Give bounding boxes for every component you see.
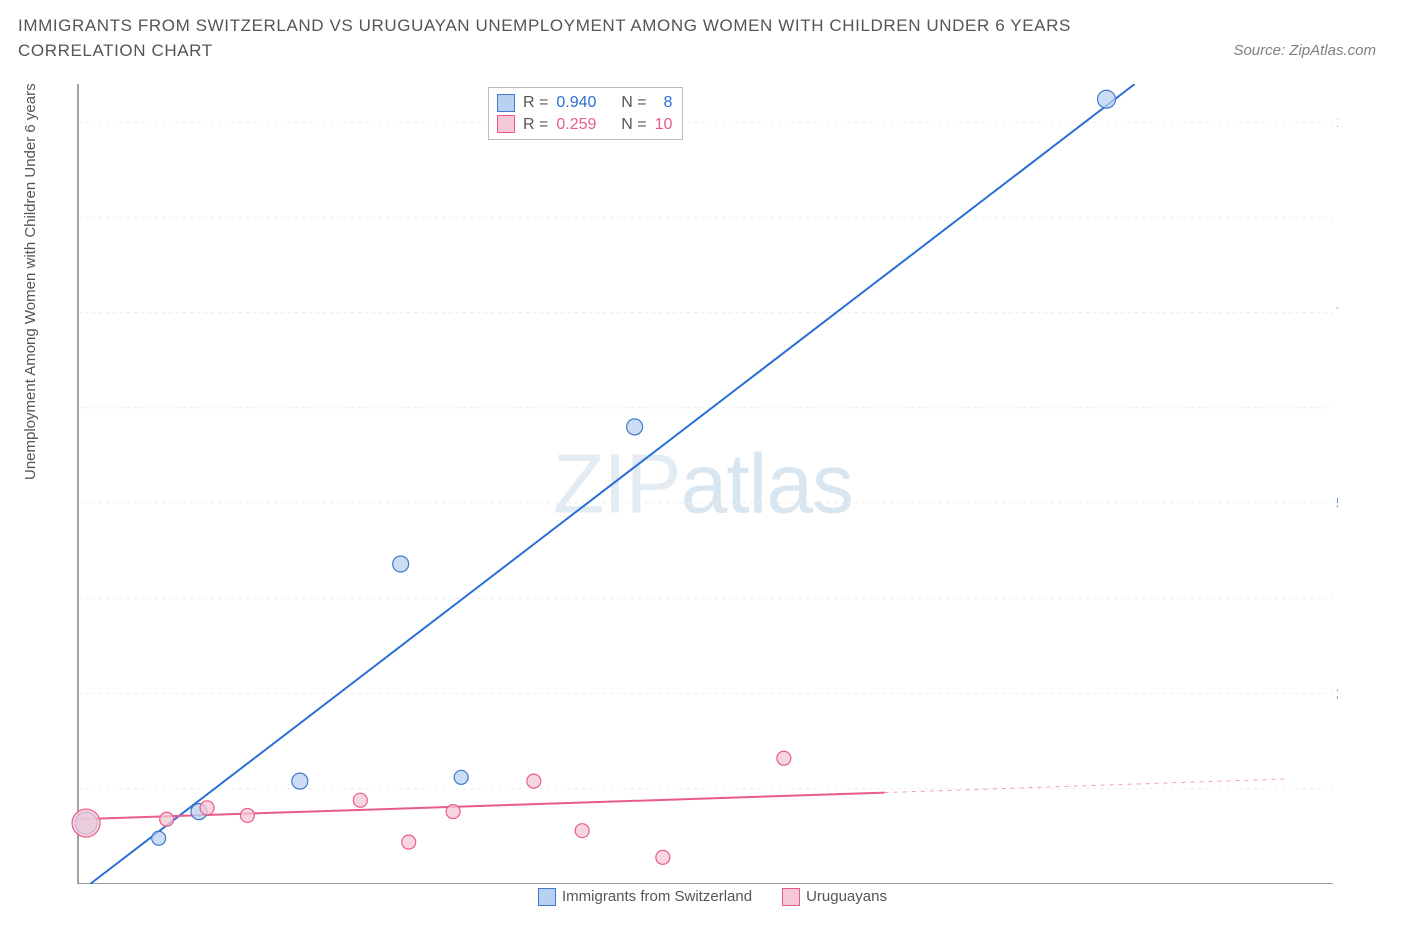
svg-text:75.0%: 75.0%: [1336, 305, 1338, 322]
bottom-legend: Immigrants from Switzerland Uruguayans: [538, 888, 887, 906]
stats-row: R =0.259 N =10: [497, 114, 672, 136]
title-line-2: CORRELATION CHART: [18, 39, 1406, 64]
swatch-icon: [497, 115, 515, 133]
svg-text:100.0%: 100.0%: [1336, 114, 1338, 131]
legend-label: Uruguayans: [806, 888, 887, 905]
title-line-1: IMMIGRANTS FROM SWITZERLAND VS URUGUAYAN…: [18, 14, 1406, 39]
scatter-plot: 25.0%50.0%75.0%100.0%0.0%3.0%: [68, 84, 1338, 884]
swatch-icon: [497, 94, 515, 112]
legend-label: Immigrants from Switzerland: [562, 888, 752, 905]
legend-item: Immigrants from Switzerland: [538, 888, 752, 906]
legend-item: Uruguayans: [782, 888, 887, 906]
chart-area: ZIPatlas 25.0%50.0%75.0%100.0%0.0%3.0% R…: [68, 84, 1338, 884]
svg-text:50.0%: 50.0%: [1336, 495, 1338, 512]
swatch-icon: [538, 888, 556, 906]
y-axis-label: Unemployment Among Women with Children U…: [22, 83, 39, 480]
chart-title-block: IMMIGRANTS FROM SWITZERLAND VS URUGUAYAN…: [0, 0, 1406, 63]
stats-row: R =0.940 N = 8: [497, 92, 672, 114]
swatch-icon: [782, 888, 800, 906]
correlation-stats-box: R =0.940 N = 8R =0.259 N =10: [488, 87, 683, 140]
source-attribution: Source: ZipAtlas.com: [1233, 42, 1376, 59]
svg-text:25.0%: 25.0%: [1336, 686, 1338, 703]
